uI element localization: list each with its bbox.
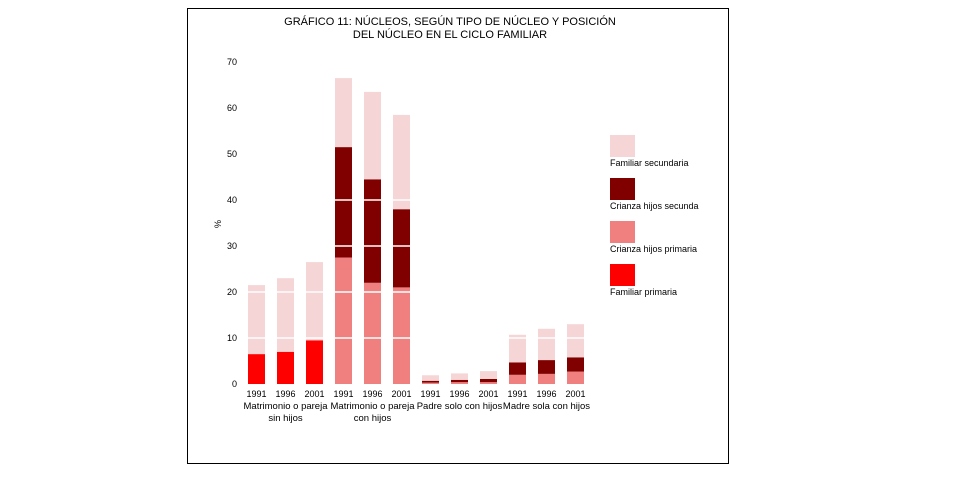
bar-segment	[480, 371, 497, 379]
bar-segment	[538, 360, 555, 374]
x-tick-label: 2001	[304, 389, 324, 399]
legend-label: Crianza hijos primaria	[610, 244, 697, 254]
y-tick-label: 30	[227, 241, 237, 251]
bar-segment	[538, 373, 555, 384]
legend-label: Familiar primaria	[610, 287, 677, 297]
y-tick-labels: 0 10 20 30 40 50 60 70	[227, 57, 237, 389]
legend-swatch	[610, 178, 635, 200]
legend-swatch	[610, 135, 635, 157]
bar-segment	[277, 351, 294, 384]
category-label: Madre sola con hijos	[503, 401, 590, 412]
bar-segment	[248, 285, 265, 355]
bar-segment	[567, 371, 584, 384]
legend-swatch	[610, 264, 635, 286]
y-axis-label: %	[213, 220, 223, 228]
legend-swatch	[610, 221, 635, 243]
bar-segment	[480, 382, 497, 384]
chart-title-line2: DEL NÚCLEO EN EL CICLO FAMILIAR	[353, 28, 547, 41]
x-tick-label: 1996	[275, 389, 295, 399]
bar-segment	[480, 378, 497, 383]
category-label: Padre solo con hijos	[417, 401, 503, 412]
x-tick-label: 1991	[420, 389, 440, 399]
bar-segment	[364, 91, 381, 180]
chart-svg: GRÁFICO 11: NÚCLEOS, SEGÚN TIPO DE NÚCLE…	[213, 15, 699, 424]
bar-segment	[451, 373, 468, 380]
x-tick-label: 1996	[536, 389, 556, 399]
legend-label: Crianza hijos secunda	[610, 201, 699, 211]
bar-segment	[306, 340, 323, 384]
x-tick-label: 2001	[565, 389, 585, 399]
bar-segment	[509, 362, 526, 375]
bar-segment	[451, 379, 468, 383]
bar-segment	[567, 357, 584, 372]
bar-segment	[364, 179, 381, 283]
bar-segment	[364, 282, 381, 384]
bar-segment	[509, 334, 526, 363]
bars	[243, 78, 608, 384]
x-tick-label: 1991	[333, 389, 353, 399]
bar-segment	[393, 114, 410, 210]
x-tick-label: 1991	[246, 389, 266, 399]
y-tick-label: 20	[227, 287, 237, 297]
bar-segment	[422, 382, 439, 384]
bar-segment	[567, 324, 584, 358]
bar-segment	[335, 147, 352, 258]
legend-label: Familiar secundaria	[610, 158, 689, 168]
bar-segment	[335, 257, 352, 384]
chart-title-line1: GRÁFICO 11: NÚCLEOS, SEGÚN TIPO DE NÚCLE…	[284, 15, 616, 28]
bar-segment	[248, 354, 265, 384]
bar-segment	[538, 328, 555, 361]
chart-frame: GRÁFICO 11: NÚCLEOS, SEGÚN TIPO DE NÚCLE…	[187, 8, 729, 464]
bar-segment	[306, 262, 323, 341]
bar-segment	[393, 209, 410, 288]
category-label: Matrimonio o pareja	[331, 401, 416, 412]
x-tick-label: 1996	[449, 389, 469, 399]
bar-segment	[451, 382, 468, 384]
y-tick-label: 10	[227, 333, 237, 343]
bar-segment	[422, 380, 439, 383]
bar-segment	[509, 374, 526, 384]
bar-segment	[422, 375, 439, 381]
bar-segment	[277, 278, 294, 352]
y-tick-label: 40	[227, 195, 237, 205]
category-label: con hijos	[354, 413, 392, 424]
y-tick-label: 0	[232, 379, 237, 389]
y-tick-label: 70	[227, 57, 237, 67]
x-tick-label: 2001	[391, 389, 411, 399]
bar-segment	[335, 78, 352, 148]
bar-segment	[393, 287, 410, 384]
y-tick-label: 50	[227, 149, 237, 159]
legend: Familiar secundaria Crianza hijos secunda…	[610, 135, 699, 297]
y-tick-label: 60	[227, 103, 237, 113]
x-tick-label: 2001	[478, 389, 498, 399]
x-tick-label: 1991	[507, 389, 527, 399]
x-tick-label: 1996	[362, 389, 382, 399]
category-label: sin hijos	[268, 413, 303, 424]
category-label: Matrimonio o pareja	[244, 401, 329, 412]
